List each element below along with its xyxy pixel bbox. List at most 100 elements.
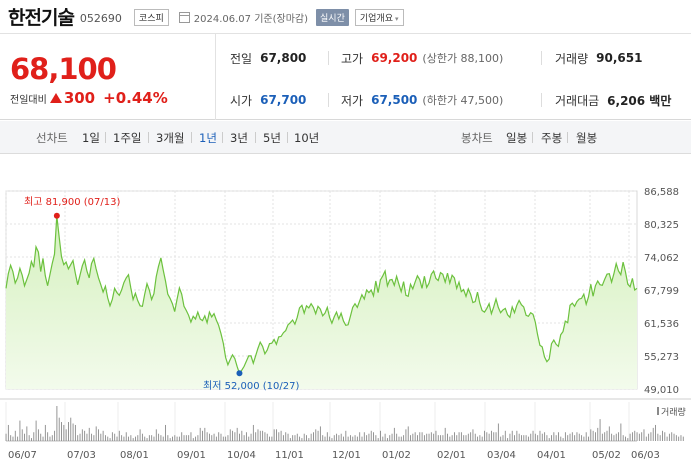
candle-chart-label: 봉차트 [461,131,493,145]
period-3year[interactable]: 3년 [230,131,248,145]
volume-bar [232,430,234,441]
volume-bar [250,433,252,441]
divider [105,132,106,143]
volume-legend-swatch [657,407,659,415]
candle-weekly[interactable]: 주봉 [541,131,563,145]
volume-bar [648,433,650,441]
volume-bar [282,435,284,441]
volume-bar [188,435,190,441]
volume-bar [657,433,659,441]
volume-bar [74,424,76,441]
volume-bar [243,435,245,441]
period-1year[interactable]: 1년 [199,131,217,145]
volume-bar [382,436,384,441]
volume-bar [558,432,559,441]
volume-bar [678,436,680,441]
volume-bar [555,435,557,441]
volume-cell: 거래량 90,651 [555,48,642,68]
volume-bar [361,436,363,441]
volume-bar [444,427,446,441]
volume-bar [273,429,275,441]
company-info-label: 기업개요 [359,14,393,24]
volume-bar [650,432,652,441]
period-1week[interactable]: 1주일 [113,131,142,145]
volume-bar [257,429,259,441]
volume-bar [239,433,240,441]
volume-bar [514,435,515,441]
volume-bar [322,435,324,441]
current-price: 68,100 [10,52,117,86]
period-5year[interactable]: 5년 [263,131,281,145]
volume-bar [84,430,86,441]
volume-bar [121,435,123,441]
volume-bar [109,438,111,441]
volume-bar [509,433,511,441]
volume-bar [72,423,74,441]
volume-bar [544,432,546,441]
volume-bar [525,435,527,441]
volume-bar [354,435,356,441]
volume-bar [331,438,333,441]
volume-bar [336,433,338,441]
volume-bar [634,430,636,441]
volume-bar [308,438,310,441]
x-tick-label: 06/07 [8,450,37,461]
volume-bar [315,429,317,441]
volume-bar [511,430,513,441]
volume-bar [58,417,60,441]
volume-bar [77,435,79,441]
volume-bar [578,433,580,441]
volume-bar [458,432,460,441]
volume-bar [592,430,594,441]
volume-bar [423,435,425,441]
volume-bar [412,433,414,441]
extremes: 최고 81,900 (07/13) 최저 52,000 (10/27) [24,196,299,392]
volume-bar [627,438,629,441]
volume-bar [343,436,344,441]
company-info-dropdown[interactable]: 기업개요 ▾ [354,9,404,26]
volume-bar [278,432,280,441]
volume-bar [460,432,462,441]
open-value: 67,700 [260,93,307,107]
divider [328,51,329,65]
volume-bar [562,438,564,441]
volume-bar [148,435,150,441]
volume-bar [537,435,539,441]
high-cell: 고가 69,200 (상한가 88,100) [341,48,503,68]
period-3month[interactable]: 3개월 [156,131,185,145]
volume-bar [664,432,666,441]
realtime-button[interactable]: 실시간 [316,9,349,26]
volume-bar [631,432,633,441]
period-10year[interactable]: 10년 [294,131,320,145]
candle-daily[interactable]: 일봉 [506,131,528,145]
stock-code: 052690 [79,11,122,25]
volume-bar [56,406,58,441]
divider [328,93,329,107]
volume-bar [419,432,421,441]
calendar-icon [178,12,190,23]
x-tick-label: 06/03 [631,450,660,461]
volume-bar [183,435,185,441]
price-box: 68,100 전일대비 300 +0.44% [0,34,216,120]
volume-bar [682,436,684,441]
price-line [5,215,638,375]
volume-bar [405,429,407,441]
x-tick-label: 08/01 [120,450,149,461]
x-tick-label: 07/03 [67,450,96,461]
volume-bar [225,436,227,441]
volume-bar [61,422,62,441]
volume-bar [319,426,321,441]
y-tick-label: 86,588 [644,187,679,198]
volume-bar [638,433,640,441]
volume-bar [518,433,520,441]
volume-bar [137,435,139,441]
volume-bar [95,426,97,441]
volume-bar [493,432,495,441]
volume-bar [167,435,169,441]
volume-bar [601,433,603,441]
volume-bar [352,436,354,441]
candle-monthly[interactable]: 월봉 [576,131,598,145]
period-1day[interactable]: 1일 [82,131,100,145]
volume-bar [93,435,95,441]
